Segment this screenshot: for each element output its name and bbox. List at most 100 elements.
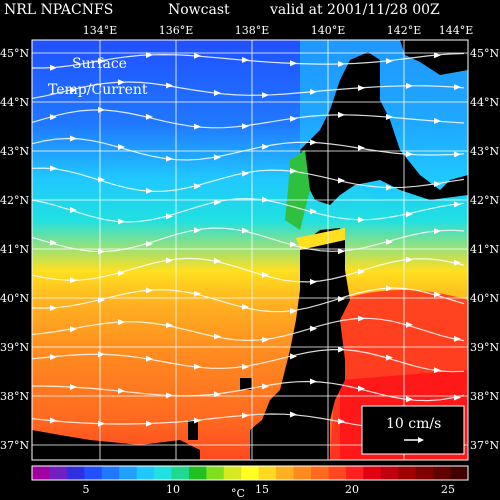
current-arrow-head: [454, 335, 461, 342]
colorbar-swatch: [206, 466, 225, 480]
current-arrow-head: [146, 113, 153, 120]
current-arrow-head: [262, 383, 269, 390]
current-arrow-head: [310, 88, 317, 95]
current-arrow-head: [118, 79, 125, 86]
colorbar-swatch: [415, 466, 434, 480]
current-arrow-head: [434, 52, 441, 59]
current-arrow-head: [358, 144, 365, 151]
colorbar-swatch: [433, 466, 452, 480]
current-arrow-head: [118, 319, 125, 326]
current-arrow-head: [386, 285, 393, 292]
current-arrows: [50, 52, 461, 432]
current-arrow-head: [454, 259, 461, 266]
current-arrow-head: [434, 367, 441, 374]
current-arrow-head: [242, 363, 249, 370]
current-arrow-head: [146, 420, 153, 427]
colorbar-swatch: [398, 466, 417, 480]
current-arrow-head: [290, 60, 297, 67]
land-masses: [32, 40, 468, 460]
current-arrow-head: [70, 206, 77, 213]
valid-time: valid at 2001/11/28 00Z: [270, 2, 440, 18]
lat-label: 41°N: [470, 243, 499, 256]
current-arrow-head: [70, 383, 77, 390]
colorbar-swatch: [293, 466, 312, 480]
lat-label: 44°N: [470, 96, 499, 109]
current-arrow-head: [50, 64, 57, 71]
current-arrow-head: [146, 240, 153, 247]
current-arrow-head: [242, 412, 249, 419]
colorbar-swatch: [311, 466, 329, 480]
current-arrow-head: [214, 333, 221, 340]
current-arrow-head: [310, 278, 317, 285]
colorbar-swatch: [136, 466, 155, 480]
current-arrow-head: [338, 177, 345, 184]
map-frame: [31, 39, 469, 461]
current-arrow-head: [262, 271, 269, 278]
current-arrow-head: [290, 353, 297, 360]
lon-label: 140°E: [311, 24, 346, 37]
current-arrow-head: [386, 57, 393, 64]
lat-label: 44°N: [0, 96, 29, 109]
overlay-title-line2: Temp/Current: [48, 82, 148, 98]
current-arrow-head: [406, 151, 413, 158]
current-arrow-head: [50, 417, 57, 424]
current-arrow-head: [194, 52, 201, 59]
current-arrow-head: [406, 256, 413, 263]
lat-label: 38°N: [470, 390, 499, 403]
lat-label: 39°N: [0, 341, 29, 354]
current-arrow-head: [194, 227, 201, 234]
current-arrow-head: [358, 216, 365, 223]
current-arrow-head: [118, 143, 125, 150]
current-arrow-head: [338, 295, 345, 302]
current-arrow-head: [454, 201, 461, 208]
lat-label: 43°N: [0, 145, 29, 158]
lon-label: 144°E: [439, 24, 474, 37]
current-arrow-head: [290, 241, 297, 248]
current-arrow-head: [242, 170, 249, 177]
colorbar-swatch: [380, 466, 399, 480]
colorbar-swatch: [241, 466, 260, 480]
lat-label: 42°N: [470, 194, 499, 207]
lat-label: 37°N: [0, 439, 29, 452]
current-arrow-head: [146, 355, 153, 362]
velocity-scale-box: 10 cm/s: [361, 405, 465, 455]
current-arrow-head: [70, 277, 77, 284]
current-arrow-head: [166, 155, 173, 162]
colorbar-swatch: [345, 466, 364, 480]
colorbar-swatch: [363, 466, 382, 480]
current-arrow-head: [166, 257, 173, 264]
current-arrow-head: [358, 385, 365, 392]
current-arrow-head: [262, 143, 269, 150]
current-arrow-head: [194, 290, 201, 297]
current-arrow-head: [146, 287, 153, 294]
current-arrow-head: [242, 303, 249, 310]
current-arrow-head: [290, 167, 297, 174]
current-arrow-head: [146, 52, 153, 59]
colorbar-tick: 25: [441, 483, 455, 496]
lat-label: 43°N: [470, 145, 499, 158]
current-arrow-head: [70, 326, 77, 333]
lat-label: 41°N: [0, 243, 29, 256]
current-arrow-head: [386, 239, 393, 246]
current-arrow-head: [166, 392, 173, 399]
current-arrow-head: [194, 417, 201, 424]
current-arrow-head: [50, 114, 57, 121]
current-arrow-head: [310, 139, 317, 146]
lat-label: 40°N: [470, 292, 499, 305]
current-arrow-head: [406, 321, 413, 328]
colorbar-swatch: [84, 466, 103, 480]
current-arrow-head: [338, 248, 345, 255]
velocity-scale-label: 10 cm/s: [386, 416, 441, 432]
colorbar-swatch: [154, 466, 173, 480]
current-arrow-head: [70, 135, 77, 142]
current-arrow-head: [434, 180, 441, 187]
colorbar-swatch: [450, 466, 469, 480]
current-arrow-head: [214, 199, 221, 206]
lat-labels-right: 45°N 44°N 43°N 42°N 41°N 40°N 39°N 38°N …: [470, 47, 499, 452]
strait-flow: [296, 228, 345, 250]
current-arrow-head: [290, 307, 297, 314]
colorbar-swatch: [49, 466, 68, 480]
lon-label: 142°E: [387, 24, 422, 37]
colorbar-swatch: [66, 466, 85, 480]
